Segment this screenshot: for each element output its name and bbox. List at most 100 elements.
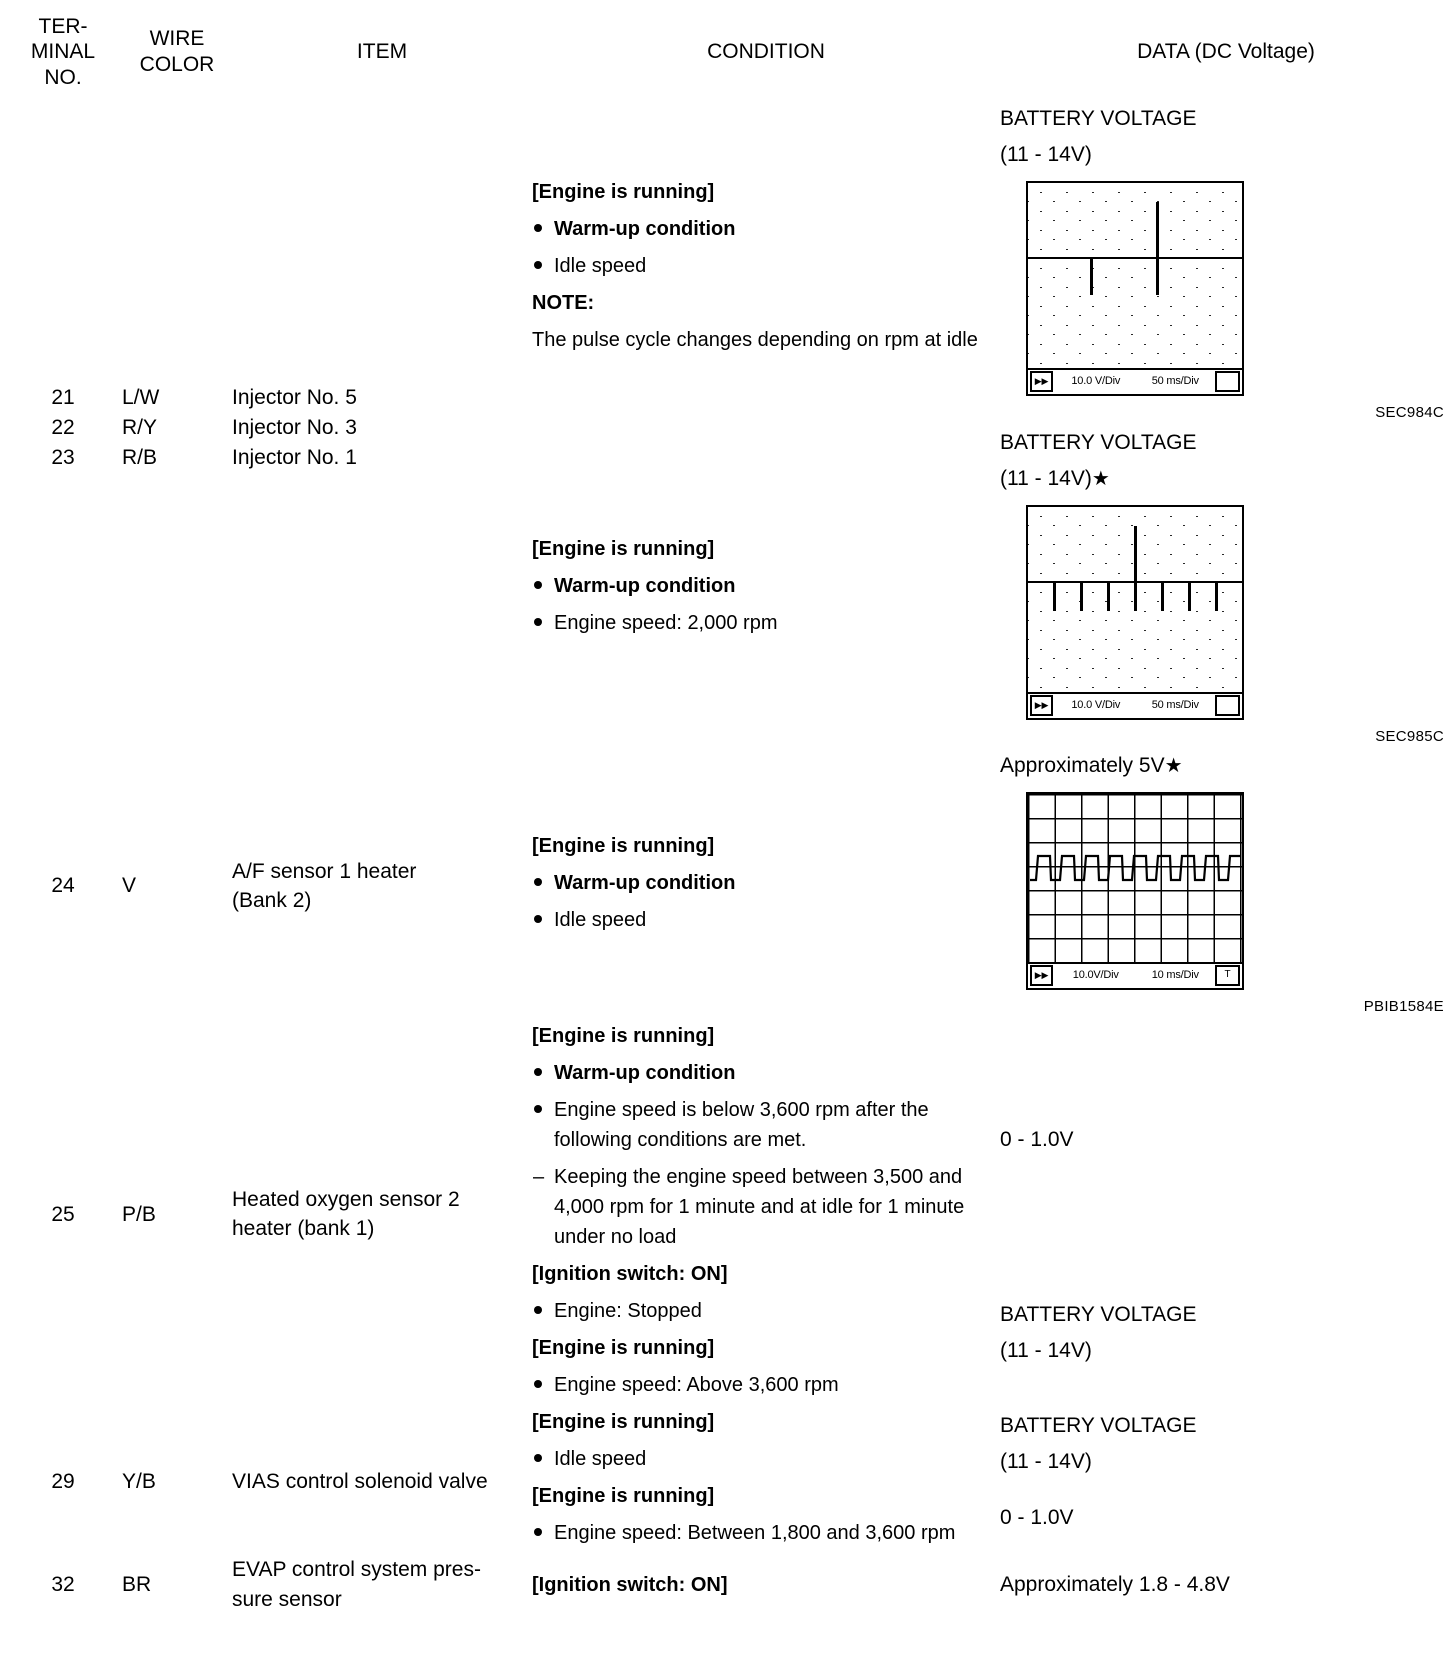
cell-data: Approximately 1.8 - 4.8V: [1000, 1555, 1452, 1615]
scope-frame: ▶▶ 10.0 V/Div 50 ms/Div: [1026, 504, 1244, 720]
condition-heading: [Engine is running]: [532, 1485, 715, 1508]
figure-id: PBIB1584E: [1363, 997, 1444, 1015]
condition-bullet: Warm-up condition: [532, 1058, 1000, 1088]
figure-id: SEC984C: [1375, 403, 1444, 421]
header-data: DATA (DC Voltage): [1137, 40, 1315, 64]
data-line-1: 0 - 1.0V: [1000, 1506, 1074, 1530]
item-value: Injector No. 1: [232, 445, 357, 469]
terminal-no-value: 21: [51, 385, 75, 409]
cell-condition: [Engine is running] Idle speed: [532, 1407, 1000, 1481]
data-line-1: BATTERY VOLTAGE: [1000, 107, 1197, 130]
condition-heading: [Engine is running]: [532, 1411, 715, 1434]
condition-heading: [Ignition switch: ON]: [532, 1574, 728, 1597]
condition-bullet: Engine speed: 2,000 rpm: [532, 608, 1000, 638]
table-row: 25 P/B Heated oxygen sensor 2 heater (ba…: [4, 1021, 1452, 1259]
scope-baseline: [1028, 256, 1242, 260]
data-line-1: 0 - 1.0V: [1000, 1128, 1074, 1152]
data-line-2: (11 - 14V): [1000, 143, 1092, 167]
cell-data: BATTERY VOLTAGE (11 - 14V): [1000, 1259, 1452, 1407]
cell-terminal-no: 32: [4, 1555, 122, 1615]
terminal-no-value: 32: [51, 1573, 75, 1597]
scope-trigger-icon: [1215, 371, 1240, 393]
condition-heading: [Engine is running]: [532, 537, 715, 560]
condition-bullet: Warm-up condition: [532, 868, 1000, 898]
scope-screen: [1028, 506, 1242, 692]
header-terminal-no: TER- MINAL NO.: [4, 0, 122, 104]
table-row: 24 V A/F sensor 1 heater (Bank 2) [Engin…: [4, 751, 1452, 1021]
data-line-1: BATTERY VOLTAGE: [1000, 1303, 1197, 1326]
scope-waveform-spike: [1053, 580, 1057, 611]
item-value: sure sensor: [232, 1588, 342, 1612]
condition-note-text: The pulse cycle changes depending on rpm…: [532, 328, 978, 351]
table-row: [Engine is running] Engine speed: Betwee…: [4, 1481, 1452, 1555]
table-row: [Ignition switch: ON] Engine: Stopped [E…: [4, 1259, 1452, 1407]
wire-color-value: P/B: [122, 1202, 156, 1226]
cell-condition: [Ignition switch: ON]: [532, 1555, 1000, 1615]
scope-waveform-square: [1030, 854, 1240, 881]
condition-heading: [Engine is running]: [532, 180, 715, 203]
terminal-no-value: 24: [51, 874, 75, 898]
condition-bullet: Engine speed: Between 1,800 and 3,600 rp…: [532, 1518, 1000, 1548]
cell-data: BATTERY VOLTAGE (11 - 14V) ▶▶ 10.0 V/Div…: [1000, 104, 1452, 428]
scope-waveform-spike: [1156, 201, 1160, 295]
condition-dash-item: Keeping the engine speed between 3,500 a…: [532, 1162, 1000, 1252]
condition-bullet: Engine speed: Above 3,600 rpm: [532, 1370, 1000, 1400]
cell-terminal-no: 21 22 23: [4, 104, 122, 751]
condition-heading: [Ignition switch: ON]: [532, 1263, 728, 1286]
condition-heading: [Engine is running]: [532, 1025, 715, 1048]
header-terminal-line1: TER-: [38, 14, 88, 38]
cell-item: A/F sensor 1 heater (Bank 2): [232, 751, 532, 1021]
cell-data: BATTERY VOLTAGE (11 - 14V): [1000, 1407, 1452, 1481]
cell-condition: [Engine is running] Engine speed: Betwee…: [532, 1481, 1000, 1555]
scope-time-div: 50 ms/Div: [1151, 374, 1199, 387]
cell-condition: [Ignition switch: ON] Engine: Stopped [E…: [532, 1259, 1000, 1407]
condition-heading-2: [Engine is running]: [532, 1337, 715, 1360]
header-condition: CONDITION: [707, 40, 825, 64]
scope-frame: ▶▶ 10.0 V/Div 50 ms/Div: [1026, 180, 1244, 396]
condition-heading: [Engine is running]: [532, 834, 715, 857]
scope-waveform-spike: [1107, 580, 1111, 611]
scope-time-div: 50 ms/Div: [1151, 698, 1199, 711]
table-row: [Engine is running] Warm-up condition En…: [4, 428, 1452, 752]
item-value: Injector No. 3: [232, 415, 357, 439]
scope-cursor-icon: ▶▶: [1030, 371, 1053, 393]
scope-waveform-spike: [1080, 580, 1084, 611]
table-row: 32 BR EVAP control system pres- sure sen…: [4, 1555, 1452, 1615]
condition-bullet: Idle speed: [532, 251, 1000, 281]
scope-trigger-icon: [1215, 695, 1240, 716]
header-wire-line2: COLOR: [139, 53, 215, 76]
table-row: 29 Y/B VIAS control solenoid valve [Engi…: [4, 1407, 1452, 1492]
terminal-no-value: 23: [51, 445, 75, 469]
scope-frame: ▶▶ 10.0V/Div 10 ms/Div T: [1026, 791, 1244, 990]
cell-wire-color: Y/B: [122, 1407, 232, 1555]
condition-bullet: Engine speed is below 3,600 rpm after th…: [532, 1095, 1000, 1155]
table-row: 21 22 23 L/W R/Y R/B Injector No. 5 Inje…: [4, 104, 1452, 469]
condition-note-label: NOTE:: [532, 291, 595, 314]
header-wire-color: WIRE COLOR: [122, 0, 232, 104]
cell-condition: [Engine is running] Warm-up condition Id…: [532, 751, 1000, 1021]
data-line-1: BATTERY VOLTAGE: [1000, 430, 1197, 454]
data-line-1: BATTERY VOLTAGE: [1000, 1414, 1197, 1437]
cell-condition: [Engine is running] Warm-up condition En…: [532, 428, 1000, 752]
scope-waveform-spike: [1134, 525, 1138, 611]
scope-grid-icon: [1028, 793, 1242, 962]
cell-data: Approximately 5V★ ▶▶ 10.0V/Div 10 ms/Div…: [1000, 751, 1452, 1021]
condition-bullet: Idle speed: [532, 905, 1000, 935]
condition-bullet: Warm-up condition: [532, 214, 1000, 244]
scope-time-div: 10 ms/Div: [1151, 968, 1199, 981]
scope-screen: [1028, 182, 1242, 368]
wire-color-value: R/Y: [122, 415, 158, 439]
oscilloscope-figure: ▶▶ 10.0 V/Div 50 ms/Div SEC985C: [1026, 504, 1452, 752]
header-wire-line1: WIRE: [149, 27, 205, 51]
condition-bullet: Idle speed: [532, 1444, 1000, 1474]
oscilloscope-figure: ▶▶ 10.0 V/Div 50 ms/Div SEC984C: [1026, 180, 1452, 428]
terminal-no-value: 29: [51, 1469, 75, 1493]
item-value: Heated oxygen sensor 2: [232, 1187, 460, 1211]
star-icon: ★: [1164, 755, 1183, 778]
condition-bullet: Engine: Stopped: [532, 1296, 1000, 1326]
wire-color-value: V: [122, 874, 137, 898]
cell-wire-color: L/W R/Y R/B: [122, 104, 232, 751]
item-value: A/F sensor 1 heater: [232, 859, 417, 883]
scope-waveform-spike: [1161, 580, 1165, 611]
